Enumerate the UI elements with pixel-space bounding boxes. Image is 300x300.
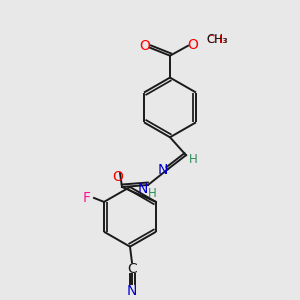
Text: O: O (140, 39, 150, 53)
Text: CH₃: CH₃ (206, 35, 227, 45)
Text: C: C (127, 262, 137, 276)
Text: N: N (127, 284, 137, 298)
Text: O: O (112, 170, 123, 184)
Text: H: H (189, 153, 197, 166)
Text: O: O (188, 38, 198, 52)
Text: N: N (138, 182, 148, 196)
Text: CH₃: CH₃ (206, 33, 228, 46)
Text: H: H (148, 188, 156, 200)
Text: N: N (158, 163, 168, 177)
Text: F: F (83, 191, 91, 205)
